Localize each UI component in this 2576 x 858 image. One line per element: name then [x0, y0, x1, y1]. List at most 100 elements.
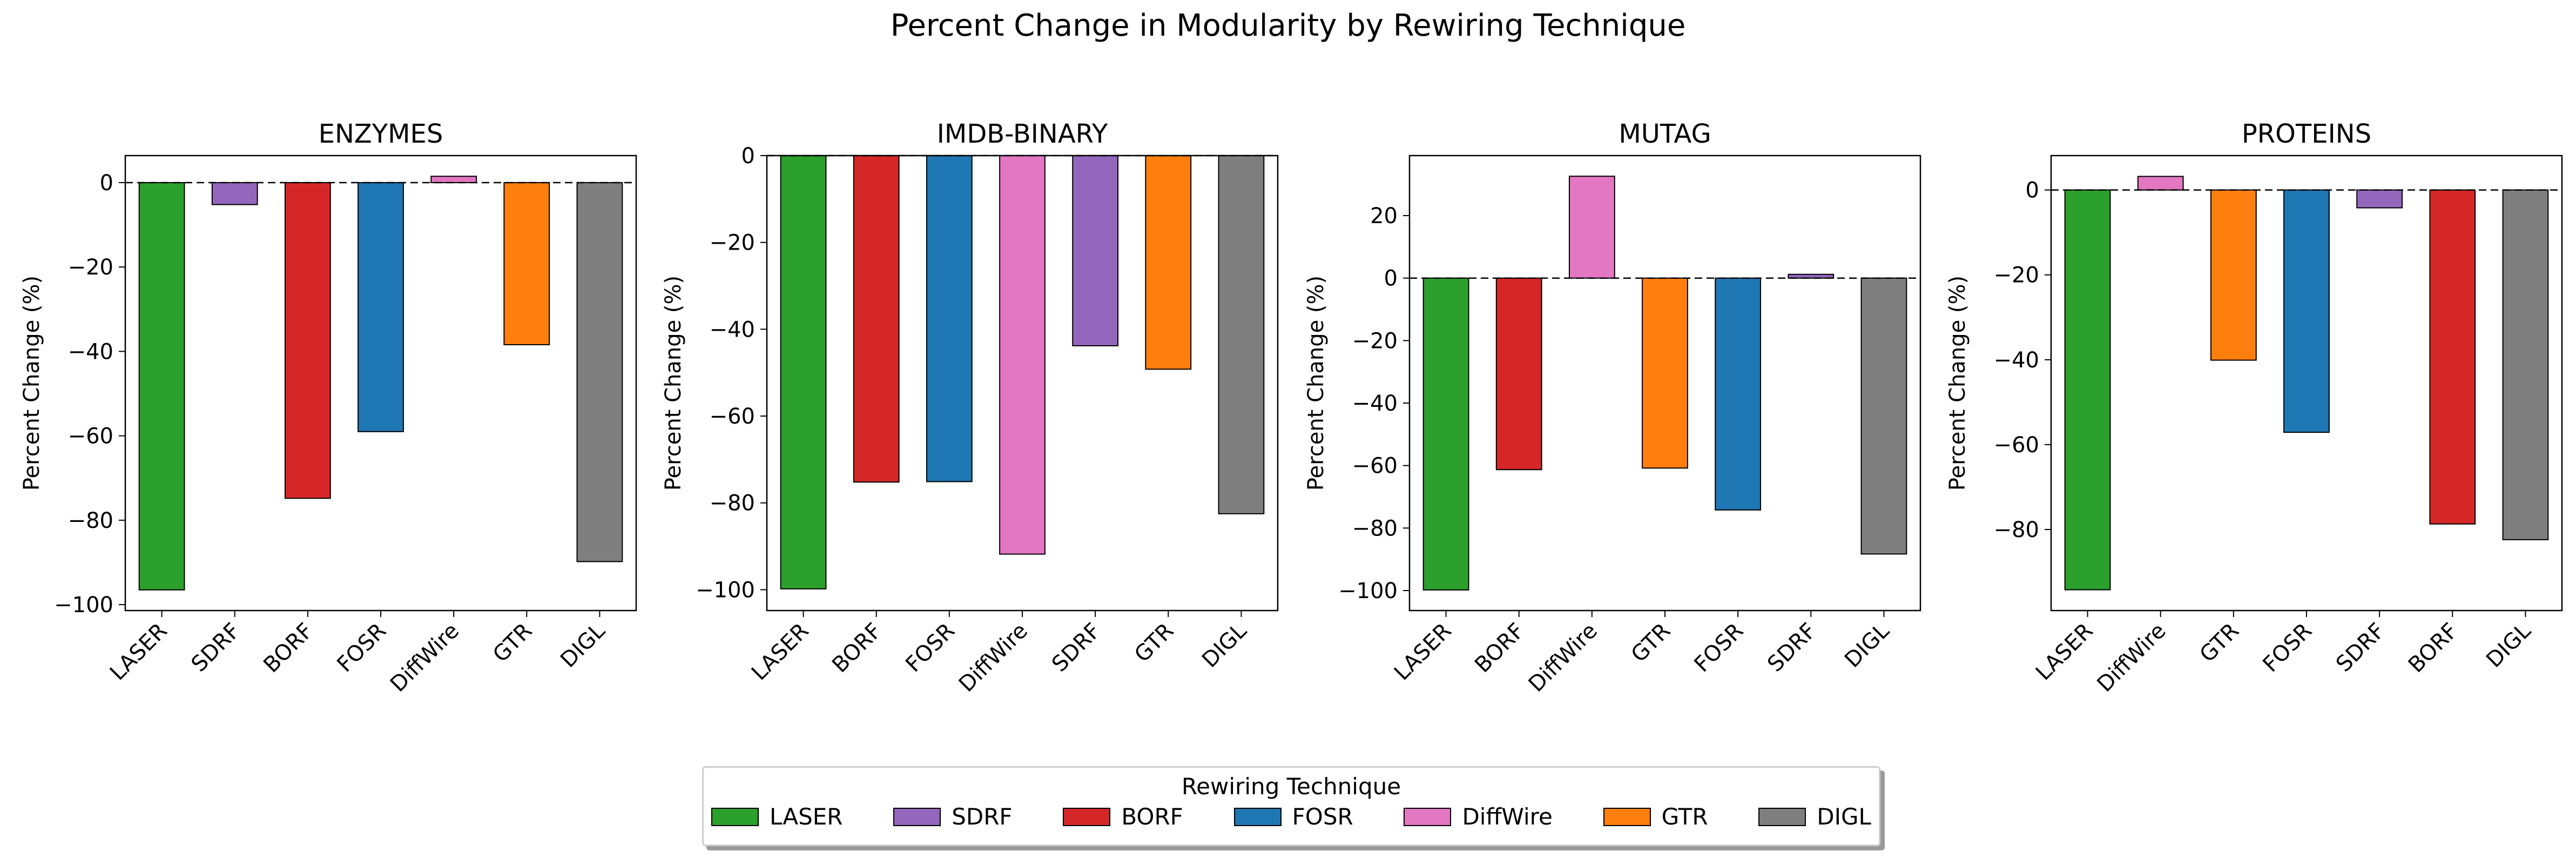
bar-imdb-binary-fosr — [926, 155, 973, 482]
x-tick-label-mutag-gtr: GTR — [1627, 619, 1675, 667]
bar-enzymes-gtr — [503, 182, 550, 345]
legend-swatch-fosr — [1233, 807, 1282, 826]
legend-item-laser: LASER — [711, 803, 842, 830]
x-tick-label-proteins-laser: LASER — [2031, 619, 2098, 686]
y-axis-label-enzymes: Percent Change (%) — [19, 276, 44, 491]
panel-title-mutag: MUTAG — [1619, 119, 1711, 149]
legend-title: Rewiring Technique — [1181, 773, 1401, 800]
panel-title-enzymes: ENZYMES — [319, 119, 443, 149]
x-tick-label-proteins-fosr: FOSR — [2258, 619, 2317, 678]
y-tick-label-mutag: −60 — [1352, 454, 1398, 479]
bar-mutag-fosr — [1715, 277, 1762, 511]
y-tick-label-proteins: −20 — [1994, 263, 2039, 288]
y-tick-label-mutag: −100 — [1338, 579, 1398, 604]
x-tick-label-imdb-binary-borf: BORF — [827, 619, 887, 678]
legend-label-gtr: GTR — [1661, 803, 1708, 830]
bar-proteins-sdrf — [2356, 189, 2403, 209]
bar-proteins-diffwire — [2137, 176, 2184, 191]
x-tick-label-proteins-borf: BORF — [2404, 619, 2463, 678]
y-tick-label-enzymes: −20 — [68, 255, 113, 280]
x-tick-label-enzymes-sdrf: SDRF — [187, 619, 245, 677]
y-tick-label-imdb-binary: 0 — [741, 144, 755, 169]
legend-label-borf: BORF — [1121, 803, 1183, 830]
legend: Rewiring Technique LASER SDRF BORF FOSR … — [702, 766, 1880, 846]
bar-proteins-laser — [2064, 189, 2111, 591]
bar-enzymes-digl — [576, 182, 623, 562]
y-axis-label-mutag: Percent Change (%) — [1304, 276, 1329, 491]
legend-item-diffwire: DiffWire — [1404, 803, 1553, 830]
x-tick-label-imdb-binary-sdrf: SDRF — [1047, 619, 1105, 677]
bar-mutag-laser — [1422, 277, 1469, 591]
x-tick-label-proteins-diffwire: DiffWire — [2093, 619, 2171, 697]
legend-item-fosr: FOSR — [1233, 803, 1353, 830]
y-tick-label-mutag: 20 — [1370, 204, 1398, 229]
y-tick-label-enzymes: −100 — [54, 593, 113, 618]
y-tick-label-enzymes: −80 — [68, 508, 113, 533]
y-tick-label-enzymes: −60 — [68, 424, 113, 449]
legend-item-sdrf: SDRF — [893, 803, 1013, 830]
x-tick-label-mutag-laser: LASER — [1390, 619, 1456, 686]
legend-swatch-sdrf — [893, 807, 941, 826]
panel-title-imdb-binary: IMDB-BINARY — [937, 119, 1108, 149]
bar-mutag-gtr — [1642, 277, 1688, 469]
panel-enzymes: ENZYMES Percent Change (%) 0 −20 −40 −60 −80 −1… — [19, 119, 637, 697]
x-tick-label-imdb-binary-fosr: FOSR — [901, 619, 960, 678]
y-tick-label-imdb-binary: −60 — [710, 404, 755, 429]
y-tick-label-mutag: 0 — [1384, 266, 1398, 291]
bar-enzymes-sdrf — [211, 182, 258, 205]
x-tick-label-enzymes-fosr: FOSR — [332, 619, 391, 678]
legend-swatch-gtr — [1603, 807, 1651, 826]
x-tick-label-imdb-binary-digl: DIGL — [1197, 618, 1252, 673]
y-tick-label-imdb-binary: −20 — [710, 231, 755, 256]
x-tick-label-imdb-binary-diffwire: DiffWire — [954, 619, 1033, 697]
y-tick-label-mutag: −40 — [1352, 391, 1398, 416]
figure-title: Percent Change in Modularity by Rewiring… — [891, 8, 1686, 43]
y-tick-label-proteins: −80 — [1994, 518, 2039, 542]
x-tick-label-proteins-gtr: GTR — [2195, 619, 2244, 667]
x-tick-label-enzymes-borf: BORF — [259, 619, 318, 678]
legend-item-digl: DIGL — [1758, 803, 1871, 830]
x-tick-label-mutag-sdrf: SDRF — [1763, 619, 1821, 677]
bar-imdb-binary-digl — [1218, 155, 1265, 514]
x-tick-label-mutag-fosr: FOSR — [1690, 619, 1749, 678]
y-tick-label-imdb-binary: −80 — [710, 491, 755, 516]
bar-imdb-binary-diffwire — [999, 155, 1046, 555]
legend-items: LASER SDRF BORF FOSR DiffWire GTR — [711, 803, 1871, 830]
bar-mutag-diffwire — [1568, 176, 1615, 279]
x-tick-label-mutag-digl: DIGL — [1840, 618, 1894, 673]
x-tick-label-imdb-binary-gtr: GTR — [1130, 619, 1178, 667]
x-tick-label-enzymes-gtr: GTR — [488, 619, 537, 667]
y-tick-label-imdb-binary: −100 — [696, 578, 755, 602]
y-axis-label-proteins: Percent Change (%) — [1945, 276, 1970, 491]
legend-swatch-diffwire — [1404, 807, 1452, 826]
bar-imdb-binary-borf — [853, 155, 900, 483]
panel-title-proteins: PROTEINS — [2242, 119, 2371, 149]
y-tick-label-enzymes: 0 — [100, 171, 113, 196]
bar-imdb-binary-gtr — [1145, 155, 1192, 370]
bar-proteins-digl — [2502, 189, 2549, 540]
legend-label-laser: LASER — [770, 803, 843, 830]
panel-imdb-binary: IMDB-BINARY Percent Change (%) 0 −20 −40 −60 −… — [661, 119, 1279, 697]
bar-enzymes-fosr — [358, 182, 404, 432]
legend-label-fosr: FOSR — [1292, 803, 1353, 830]
x-tick-label-mutag-diffwire: DiffWire — [1524, 619, 1602, 697]
bar-enzymes-borf — [284, 182, 331, 499]
panel-proteins: PROTEINS Percent Change (%) 0 −20 −40 −60 −80 L… — [1945, 119, 2563, 697]
y-tick-label-proteins: −40 — [1994, 348, 2039, 373]
bar-imdb-binary-sdrf — [1072, 155, 1119, 346]
y-tick-label-proteins: −60 — [1994, 433, 2039, 458]
bar-imdb-binary-laser — [780, 155, 827, 589]
x-tick-label-proteins-sdrf: SDRF — [2331, 619, 2390, 677]
x-tick-label-enzymes-digl: DIGL — [556, 618, 610, 673]
x-tick-label-enzymes-laser: LASER — [105, 619, 172, 686]
legend-swatch-laser — [711, 807, 759, 826]
bar-mutag-sdrf — [1788, 273, 1835, 279]
x-tick-label-imdb-binary-laser: LASER — [747, 619, 814, 686]
panel-mutag: MUTAG Percent Change (%) 20 0 −20 −40 −60 −80 −1… — [1304, 119, 1921, 697]
legend-label-diffwire: DiffWire — [1462, 803, 1553, 830]
bar-proteins-gtr — [2210, 189, 2257, 361]
bar-enzymes-diffwire — [430, 176, 477, 183]
bar-proteins-borf — [2429, 189, 2476, 525]
